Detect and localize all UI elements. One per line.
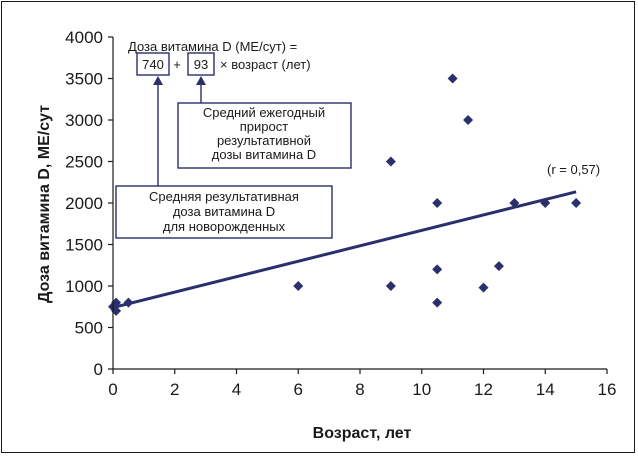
y-tick-label: 0 xyxy=(94,360,103,379)
y-tick-label: 500 xyxy=(75,319,103,338)
data-point xyxy=(478,282,489,293)
x-axis-title: Возраст, лет xyxy=(313,425,412,442)
chart-axes xyxy=(108,36,608,374)
slope-arrow-head xyxy=(196,76,206,85)
x-tick-label: 2 xyxy=(170,380,179,399)
y-tick-label: 2000 xyxy=(65,194,103,213)
intercept-note-line-3: для новорожденных xyxy=(163,219,286,234)
y-axis-title: Доза витамина D, МЕ/сут xyxy=(36,105,53,303)
slope-note-box xyxy=(177,102,352,169)
x-tick-label: 10 xyxy=(412,380,431,399)
data-point xyxy=(493,261,504,272)
x-tick-label: 4 xyxy=(232,380,241,399)
chart-marks xyxy=(108,73,582,316)
slope-note-line-1: Средний ежегодный xyxy=(203,105,325,120)
intercept-value: 740 xyxy=(142,57,164,72)
y-tick-label: 3000 xyxy=(65,111,103,130)
y-tick-label: 4000 xyxy=(65,28,103,47)
tick-labels: 0 2 4 6 8 10 12 14 16 0 500 1000 1500 2000 2500 3000 350… xyxy=(65,28,616,399)
intercept-note-line-1: Средняя результативная xyxy=(149,189,299,204)
intercept-arrow-head xyxy=(153,76,163,85)
slope-note-line-2: прирост xyxy=(240,119,288,134)
data-point xyxy=(509,198,520,208)
plus-sign: + xyxy=(173,57,181,72)
data-point xyxy=(463,115,474,125)
x-tick-label: 12 xyxy=(474,380,493,399)
x-tick-label: 0 xyxy=(108,380,117,399)
y-tick-label: 1500 xyxy=(65,236,103,255)
data-point xyxy=(447,73,458,84)
intercept-box xyxy=(136,52,170,76)
slope-note-line-3: результативной xyxy=(217,133,311,148)
data-point xyxy=(385,156,396,167)
formula-rest: × возраст (лет) xyxy=(220,57,311,72)
data-point xyxy=(432,198,443,208)
intercept-note-line-2: доза витамина D xyxy=(173,204,275,219)
data-point xyxy=(385,281,396,291)
regression-line xyxy=(112,190,577,310)
y-tick-label: 3500 xyxy=(65,70,103,89)
x-tick-label: 14 xyxy=(536,380,555,399)
slope-box xyxy=(187,52,215,76)
data-point xyxy=(123,297,134,308)
data-point xyxy=(571,198,582,208)
slope-value: 93 xyxy=(194,57,208,72)
correlation-label: (r = 0,57) xyxy=(547,162,600,177)
intercept-note-box xyxy=(115,185,333,239)
data-point xyxy=(293,281,304,291)
y-tick-label: 2500 xyxy=(65,153,103,172)
formula-text: Доза витамина D (МЕ/сут) = xyxy=(128,39,297,54)
x-tick-label: 6 xyxy=(294,380,303,399)
x-tick-label: 8 xyxy=(355,380,364,399)
slope-note-line-4: дозы витамина D xyxy=(212,147,316,162)
data-point xyxy=(432,264,443,275)
x-tick-label: 16 xyxy=(598,380,617,399)
y-tick-label: 1000 xyxy=(65,277,103,296)
data-point xyxy=(432,297,443,308)
data-point xyxy=(540,198,551,208)
